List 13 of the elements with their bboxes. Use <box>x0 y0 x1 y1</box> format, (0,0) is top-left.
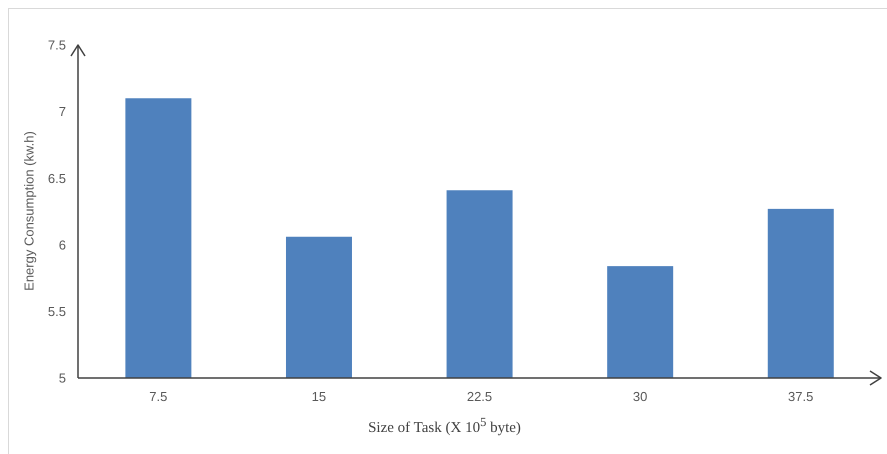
x-tick-label: 37.5 <box>788 389 814 404</box>
y-tick-label: 5.5 <box>48 304 66 320</box>
y-tick-label: 7 <box>58 104 66 120</box>
x-tick-label: 30 <box>632 389 648 404</box>
y-tick-label: 5 <box>58 370 66 386</box>
y-axis-title: Energy Consumption (kw.h) <box>22 131 36 291</box>
x-axis-title: Size of Task (X 10$^{5}$ byte) <box>368 415 521 437</box>
x-tick-label: 22.5 <box>466 389 492 404</box>
x-tick-label: 15 <box>312 389 326 404</box>
x-tick-label: 7.5 <box>149 389 168 404</box>
y-tick-label: 6.5 <box>48 170 66 186</box>
y-tick-label: 7.5 <box>48 38 66 53</box>
y-tick-label: 6 <box>58 237 66 252</box>
